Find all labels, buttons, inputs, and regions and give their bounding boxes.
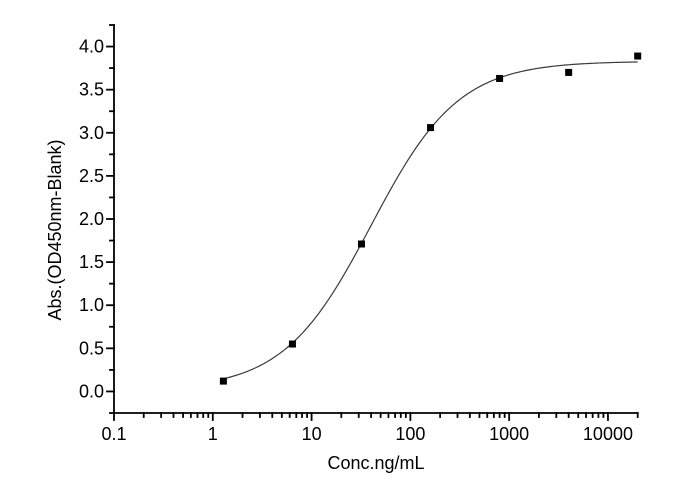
data-point-marker (565, 68, 573, 76)
svg-text:3.5: 3.5 (79, 80, 104, 100)
data-point-marker (427, 124, 435, 132)
svg-text:1.0: 1.0 (79, 295, 104, 315)
data-points (219, 52, 642, 385)
data-point-marker (219, 377, 227, 385)
svg-text:0.0: 0.0 (79, 381, 104, 401)
svg-text:1000: 1000 (489, 424, 529, 444)
svg-text:10: 10 (302, 424, 322, 444)
svg-text:4.0: 4.0 (79, 37, 104, 57)
svg-text:0.5: 0.5 (79, 338, 104, 358)
svg-text:100: 100 (395, 424, 425, 444)
svg-text:1.5: 1.5 (79, 252, 104, 272)
svg-text:2.5: 2.5 (79, 166, 104, 186)
svg-text:10000: 10000 (583, 424, 633, 444)
data-point-marker (496, 74, 504, 82)
data-point-marker (357, 240, 365, 248)
svg-text:0.1: 0.1 (101, 424, 126, 444)
data-point-marker (288, 340, 296, 348)
x-axis-title: Conc.ng/mL (327, 453, 425, 473)
svg-text:1: 1 (208, 424, 218, 444)
data-point-marker (634, 52, 642, 60)
fit-curve (223, 61, 638, 380)
y-axis-title: Abs.(OD450nm-Blank) (45, 139, 65, 321)
svg-text:2.0: 2.0 (79, 209, 104, 229)
svg-text:3.0: 3.0 (79, 123, 104, 143)
